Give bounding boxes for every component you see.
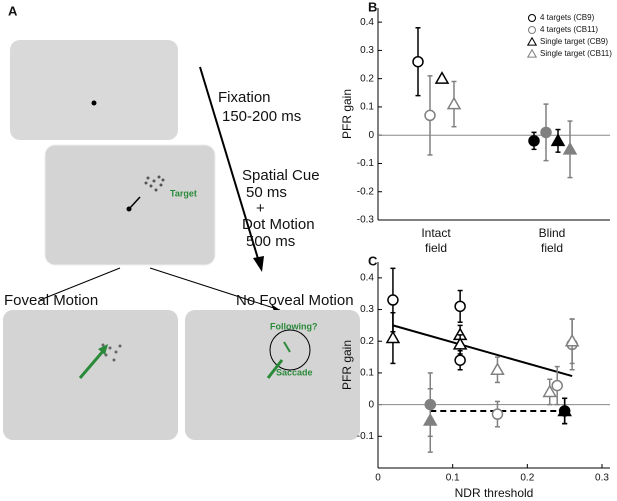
marker [564, 333, 580, 347]
target-circle [269, 329, 311, 371]
marker [491, 408, 504, 420]
marker [422, 412, 438, 426]
fit-line [392, 324, 573, 378]
y-axis-label: PFR gain [340, 340, 354, 390]
fixation-dot [126, 206, 132, 212]
phase-time: 50 ms [246, 184, 287, 201]
y-tick-label: 0 [368, 130, 374, 141]
condition-label: No Foveal Motion [236, 292, 354, 309]
time-arrow [199, 66, 260, 263]
y-tick-label: 0.4 [360, 272, 374, 283]
marker [557, 403, 572, 417]
marker [412, 55, 424, 68]
legend-marker [526, 36, 538, 46]
marker [454, 300, 466, 313]
eye-arrow [283, 341, 291, 353]
plus: + [256, 200, 265, 217]
x-tick-label: 0 [375, 473, 381, 484]
phase-label: Fixation [218, 89, 271, 106]
legend-label: Single target (CB9) [540, 37, 608, 46]
legend-label: 4 targets (CB11) [540, 25, 598, 34]
x-tick-label: 0.1 [446, 473, 460, 484]
marker [424, 109, 436, 122]
marker [434, 71, 450, 84]
marker [551, 379, 563, 392]
screen [10, 40, 178, 140]
marker [562, 141, 578, 155]
marker [490, 362, 505, 376]
y-tick-label: -0.1 [357, 158, 375, 169]
marker [542, 384, 558, 398]
x-tick-label: Intact field [421, 226, 451, 255]
phase-time: 500 ms [246, 233, 295, 250]
x-tick-label: 0.2 [520, 473, 534, 484]
marker [550, 133, 566, 147]
legend-marker [527, 25, 537, 35]
arrowhead [271, 304, 280, 311]
legend-marker [526, 48, 538, 58]
phase-time: 150-200 ms [222, 108, 301, 125]
x-tick-label: Blind field [539, 226, 566, 255]
y-tick-label: -0.2 [357, 186, 375, 197]
saccade-label: Saccade [276, 367, 313, 377]
y-tick-label: -0.1 [357, 431, 375, 442]
y-axis-label: PFR gain [340, 89, 354, 139]
y-tick-label: 0.4 [360, 17, 374, 28]
marker [387, 294, 399, 306]
y-tick-label: 0.1 [360, 102, 374, 113]
condition-label: Foveal Motion [4, 292, 98, 309]
marker [385, 330, 401, 344]
arrowhead [253, 256, 264, 272]
legend-label: Single target (CB11) [540, 49, 612, 58]
screen [44, 144, 216, 266]
arrowhead [98, 344, 108, 355]
legend-label: 4 targets (CB9) [540, 13, 595, 22]
branch [149, 267, 281, 311]
y-tick-label: 0 [368, 399, 374, 410]
following-label: Following? [270, 321, 318, 331]
fixation-dot [91, 100, 97, 106]
screen [185, 310, 360, 440]
eye-arrow [78, 349, 106, 379]
panel-label: A [8, 3, 18, 18]
screen [3, 310, 178, 440]
panel-label: B [368, 0, 377, 14]
dot-patch [144, 175, 165, 192]
marker [540, 126, 552, 139]
y-tick-label: 0.2 [360, 73, 374, 84]
marker [446, 96, 462, 110]
y-tick-label: 0.3 [360, 45, 374, 56]
dot-patch [101, 343, 122, 362]
target-label: Target [170, 188, 197, 198]
eye-arrow [266, 359, 284, 379]
cue-line [128, 196, 141, 210]
y-tick-label: -0.3 [357, 215, 375, 226]
panel-label: C [368, 253, 378, 268]
phase-label: Dot Motion [242, 216, 315, 233]
y-tick-label: 0.3 [360, 304, 374, 315]
branch [39, 267, 121, 301]
legend-marker [527, 13, 537, 23]
marker [452, 336, 468, 350]
marker [454, 354, 466, 366]
x-axis-label: NDR threshold [455, 486, 534, 500]
phase-label: Spatial Cue [242, 167, 320, 184]
marker [528, 135, 540, 147]
x-tick-label: 0.3 [595, 473, 609, 484]
y-tick-label: 0.1 [360, 368, 374, 379]
y-tick-label: 0.2 [360, 336, 374, 347]
